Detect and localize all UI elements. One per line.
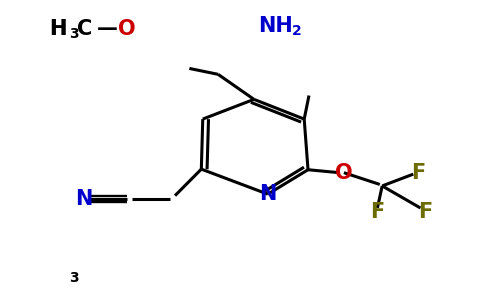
Text: 3: 3 bbox=[69, 27, 78, 41]
Text: H: H bbox=[49, 19, 66, 39]
Text: H: H bbox=[49, 19, 66, 39]
Text: 2: 2 bbox=[292, 24, 302, 38]
Text: NH: NH bbox=[258, 16, 293, 36]
Text: F: F bbox=[411, 163, 425, 183]
Text: 3: 3 bbox=[69, 271, 78, 285]
Text: F: F bbox=[418, 202, 432, 222]
Text: N: N bbox=[76, 189, 93, 208]
Text: O: O bbox=[335, 163, 353, 183]
Text: C: C bbox=[77, 19, 93, 39]
Text: N: N bbox=[259, 184, 276, 204]
Text: O: O bbox=[119, 19, 136, 39]
Text: F: F bbox=[370, 202, 384, 222]
Text: —: — bbox=[97, 19, 118, 39]
